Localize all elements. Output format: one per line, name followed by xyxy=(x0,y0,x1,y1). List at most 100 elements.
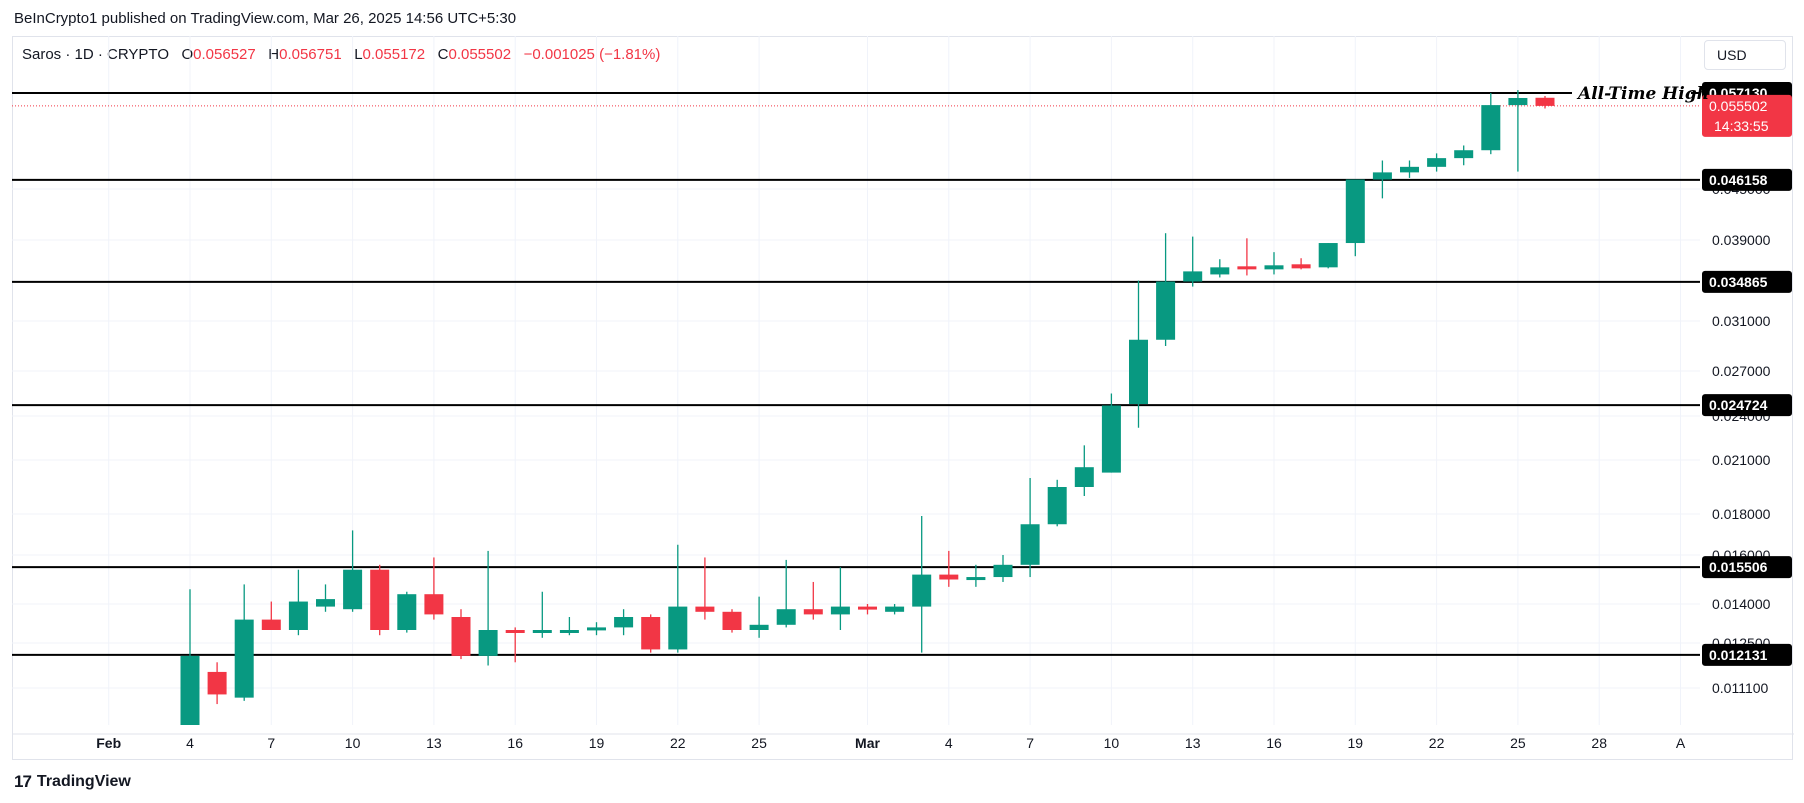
candle-body xyxy=(1400,166,1419,173)
candle-body xyxy=(559,630,579,633)
countdown-label: 14:33:55 xyxy=(1714,118,1769,134)
x-tick-label: 7 xyxy=(1026,735,1034,751)
level-price-badge xyxy=(1702,643,1792,666)
candle-body xyxy=(532,630,552,633)
x-tick-label: 4 xyxy=(186,735,194,751)
candle-body xyxy=(207,671,227,695)
x-tick-label: A xyxy=(1676,735,1686,751)
low-value: 0.055172 xyxy=(362,46,426,63)
all-time-high-annotation: All-Time High xyxy=(1576,84,1709,104)
candle-body xyxy=(966,577,986,581)
ohlc-legend: Saros · 1D · CRYPTO O0.056527 H0.056751 … xyxy=(22,46,660,63)
close-value: 0.055502 xyxy=(448,46,512,63)
x-tick-label: 19 xyxy=(1348,735,1364,751)
candle-body xyxy=(234,619,254,698)
tradingview-footer[interactable]: 17 TradingView xyxy=(14,772,131,792)
x-tick-label: Feb xyxy=(96,735,121,751)
x-tick-label: 16 xyxy=(507,735,523,751)
x-tick-label: 13 xyxy=(1185,735,1201,751)
candle-body xyxy=(749,624,769,630)
y-tick-label: 0.039000 xyxy=(1712,232,1771,248)
symbol-title[interactable]: Saros · 1D · CRYPTO xyxy=(22,46,169,63)
price-axis[interactable]: 0.0111000.0125000.0140000.0160000.018000… xyxy=(1702,82,1792,696)
chart-frame[interactable] xyxy=(12,36,1793,760)
high-label: H xyxy=(268,46,280,63)
candle-body xyxy=(1101,405,1121,473)
candle-body xyxy=(885,606,905,612)
candle-body xyxy=(587,627,606,631)
grid-lines xyxy=(12,36,1700,725)
candle-body xyxy=(1156,281,1176,340)
candle-body xyxy=(1318,243,1338,268)
x-tick-label: 16 xyxy=(1266,735,1282,751)
level-price-badge xyxy=(1702,556,1792,579)
y-tick-label: 0.031000 xyxy=(1712,313,1771,329)
published-by-line: BeInCrypto1 published on TradingView.com… xyxy=(14,10,517,27)
chart-overlays: All-Time High xyxy=(1576,84,1709,104)
candle-body xyxy=(830,606,850,615)
candle-body xyxy=(1508,97,1528,106)
candle-body xyxy=(397,594,417,630)
candle-body xyxy=(695,606,715,612)
level-price-badge xyxy=(1702,270,1792,293)
candle-body xyxy=(1454,150,1474,159)
candle-body xyxy=(939,574,959,580)
x-tick-label: 22 xyxy=(670,735,686,751)
candle-body xyxy=(424,594,444,615)
x-tick-label: 19 xyxy=(589,735,605,751)
support-resistance-levels xyxy=(12,92,1700,656)
y-tick-label: 0.027000 xyxy=(1712,363,1771,379)
x-tick-label: 10 xyxy=(1104,735,1120,751)
time-axis[interactable]: Feb 4 7 10 13 16 19 22 25 Mar 4 7 10 13 16 19 22 25 28 A xyxy=(12,733,1794,751)
y-tick-label: 0.021000 xyxy=(1712,452,1771,468)
candle-body xyxy=(776,609,796,625)
x-tick-label: Mar xyxy=(855,735,880,751)
candle-body xyxy=(316,599,335,607)
candle-body xyxy=(180,655,200,725)
level-price-label: 0.046158 xyxy=(1709,172,1768,188)
price-chart[interactable]: 0.0111000.0125000.0140000.0160000.018000… xyxy=(0,0,1804,770)
tradingview-logo-icon: 17 xyxy=(14,772,32,791)
open-value: 0.056527 xyxy=(193,46,256,63)
candle-body xyxy=(1535,97,1555,106)
candle-body xyxy=(343,569,363,610)
current-price-label: 0.055502 xyxy=(1709,98,1768,114)
candle-body xyxy=(451,617,471,656)
candles xyxy=(180,90,1555,725)
candle-body xyxy=(1210,267,1230,275)
x-tick-label: 13 xyxy=(426,735,442,751)
x-tick-label: 10 xyxy=(345,735,361,751)
level-price-label: 0.015506 xyxy=(1709,559,1768,575)
change-value: −0.001025 (−1.81%) xyxy=(523,46,661,63)
candle-body xyxy=(478,630,498,656)
candle-body xyxy=(1372,172,1392,180)
candle-body xyxy=(1074,467,1094,487)
candle-body xyxy=(1481,105,1501,151)
candle-body xyxy=(370,569,390,630)
candle-body xyxy=(1345,179,1365,244)
x-tick-label: 4 xyxy=(945,735,953,751)
candle-body xyxy=(912,574,932,607)
level-price-badge xyxy=(1702,394,1792,417)
candle-body xyxy=(668,606,688,650)
y-tick-label: 0.018000 xyxy=(1712,506,1771,522)
x-tick-label: 25 xyxy=(1510,735,1526,751)
x-tick-label: 22 xyxy=(1429,735,1445,751)
open-label: O xyxy=(181,46,194,63)
candle-body xyxy=(614,617,634,628)
candle-body xyxy=(1183,271,1203,282)
close-label: C xyxy=(437,46,449,63)
y-tick-label: 0.014000 xyxy=(1712,596,1771,612)
candle-body xyxy=(993,564,1013,578)
currency-button[interactable]: USD xyxy=(1704,40,1786,70)
low-label: L xyxy=(354,46,363,63)
y-tick-label: 0.011100 xyxy=(1712,680,1769,696)
high-value: 0.056751 xyxy=(279,46,342,63)
candle-body xyxy=(261,619,281,630)
tradingview-brand: TradingView xyxy=(36,773,131,790)
candle-body xyxy=(1427,158,1447,167)
level-price-badge xyxy=(1702,168,1792,191)
current-price-badge xyxy=(1702,94,1792,137)
x-tick-label: 7 xyxy=(267,735,275,751)
candle-body xyxy=(288,601,308,630)
